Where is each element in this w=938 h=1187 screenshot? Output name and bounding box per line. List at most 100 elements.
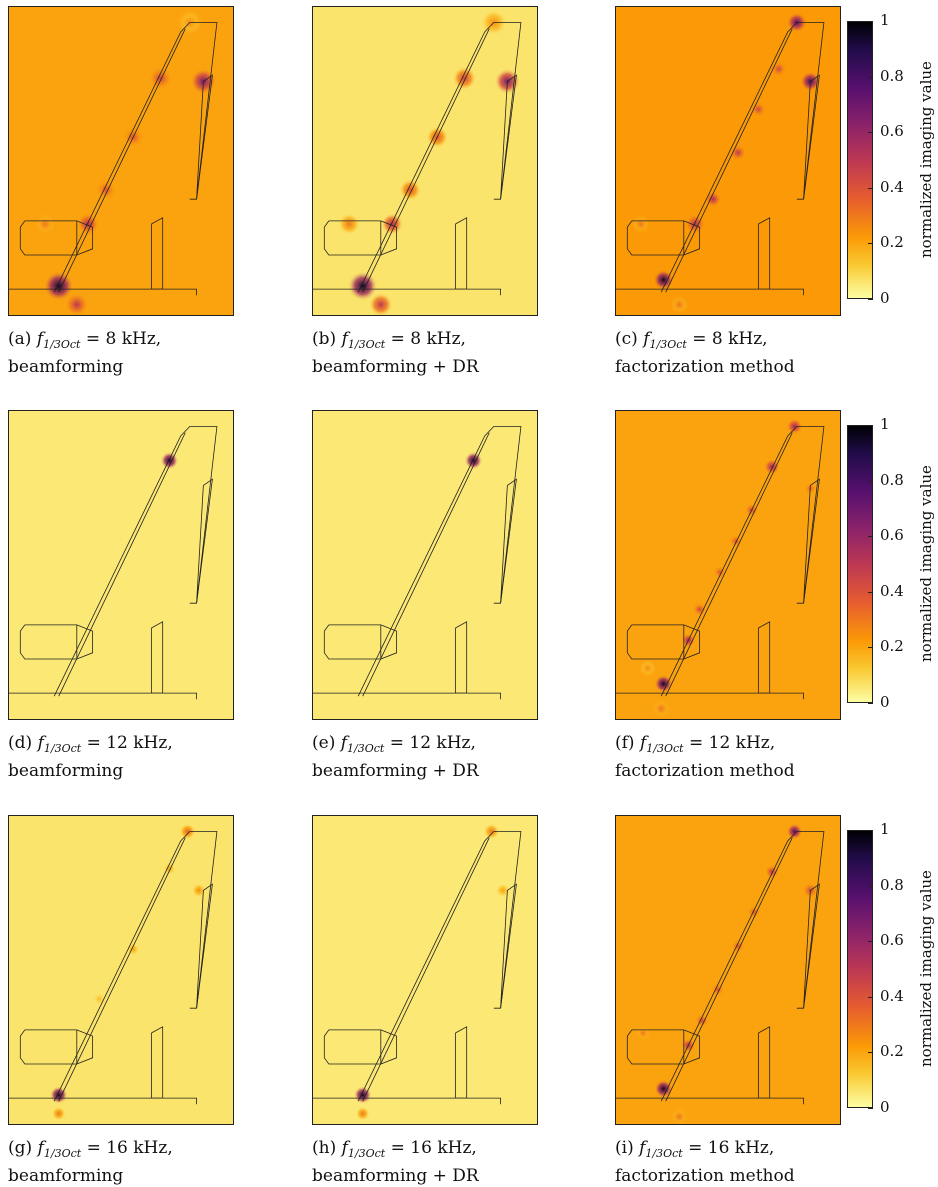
mast-outline — [189, 478, 213, 604]
caption-letter: (f) — [615, 733, 640, 753]
colorbar-tick-mark — [868, 187, 873, 189]
caption-letter: (e) — [312, 733, 341, 753]
source-hotspot — [669, 294, 690, 315]
caption-method: factorization method — [615, 761, 795, 781]
heatmap-panel — [8, 410, 234, 720]
source-hotspot — [51, 1106, 66, 1121]
colorbar-tick-mark — [868, 299, 873, 300]
source-hotspot — [685, 214, 706, 234]
mast-outline — [189, 74, 213, 200]
colorbar-tick-label: 0.6 — [880, 931, 904, 950]
tower-outline — [660, 831, 825, 1102]
column-outline — [150, 217, 164, 290]
panel-caption: (e) f1/3Oct = 12 kHz, beamforming + DR — [312, 732, 479, 782]
colorbar-tick-label: 0.2 — [880, 233, 904, 252]
heatmap-panel — [312, 815, 538, 1125]
colorbar-tick-label: 0.2 — [880, 1042, 904, 1061]
heatmap-panel — [312, 6, 538, 316]
caption-subscript: 1/3Oct — [43, 338, 81, 351]
colorbar — [847, 21, 873, 299]
colorbar-tick-mark — [868, 941, 873, 943]
heatmap-background — [9, 816, 233, 1124]
ground-line — [616, 1097, 804, 1105]
caption-method: factorization method — [615, 357, 795, 377]
source-hotspot — [148, 66, 173, 91]
caption-letter: (b) — [312, 329, 342, 349]
source-hotspot — [95, 178, 118, 201]
caption-subscript: 1/3Oct — [347, 742, 385, 755]
heatmap-panel — [8, 6, 234, 316]
caption-letter: (c) — [615, 329, 644, 349]
caption-symbol: f — [639, 1138, 646, 1158]
caption-frequency: = 16 kHz, — [682, 1138, 775, 1158]
source-hotspot — [464, 451, 483, 470]
ground-line — [313, 692, 501, 700]
heatmap-background — [9, 411, 233, 719]
caption-letter: (g) — [8, 1138, 38, 1158]
source-hotspot — [635, 1025, 652, 1041]
caption-method: beamforming + DR — [312, 1166, 479, 1186]
tower-edge — [58, 837, 186, 1102]
heatmap-background — [313, 7, 537, 315]
panel-caption: (h) f1/3Oct = 16 kHz, beamforming + DR — [312, 1137, 479, 1187]
caption-subscript: 1/3Oct — [43, 1147, 82, 1160]
source-hotspot — [160, 451, 179, 470]
caption-frequency: = 16 kHz, — [385, 1138, 477, 1158]
caption-symbol: f — [340, 733, 348, 753]
source-hotspot — [338, 213, 361, 235]
mast-outline — [493, 478, 517, 604]
source-hotspot — [746, 905, 761, 920]
source-hotspot — [163, 862, 176, 875]
caption-method: beamforming + DR — [312, 357, 479, 377]
colorbar-label: normalized imaging value — [917, 870, 935, 1067]
mast-outline — [189, 883, 213, 1009]
colorbar-tick-mark — [868, 996, 873, 998]
tower-outline — [660, 426, 825, 697]
colorbar-tick-mark — [868, 591, 873, 593]
colorbar-tick-mark — [868, 647, 873, 649]
tower-outline — [53, 22, 218, 293]
colorbar — [847, 830, 873, 1108]
source-hotspot — [728, 534, 743, 549]
panel-caption: (g) f1/3Oct = 16 kHz, beamforming — [8, 1137, 173, 1187]
colorbar-tick-mark — [868, 132, 873, 134]
caption-method: beamforming — [8, 761, 124, 781]
heatmap-background — [313, 816, 537, 1124]
caption-symbol: f — [341, 1138, 348, 1158]
heatmap-background — [313, 411, 537, 719]
tower-outline — [660, 22, 825, 293]
mast-outline — [796, 883, 820, 1009]
colorbar-tick-mark — [868, 885, 873, 887]
heatmap-panel — [615, 815, 841, 1125]
source-hotspot — [353, 1086, 372, 1104]
caption-symbol: f — [643, 329, 650, 349]
colorbar-tick-label: 0.6 — [880, 526, 904, 545]
tower-outline — [357, 22, 522, 293]
tower-outline — [53, 426, 218, 697]
caption-symbol: f — [37, 733, 44, 753]
mast-outline — [796, 478, 820, 604]
colorbar-tick-mark — [868, 425, 873, 426]
heatmap-panel — [8, 815, 234, 1125]
source-hotspot — [43, 271, 74, 301]
panel-caption: (d) f1/3Oct = 12 kHz, beamforming — [8, 732, 173, 782]
source-hotspot — [651, 698, 672, 719]
caption-frequency: = 8 kHz, — [80, 329, 162, 349]
ground-line — [9, 692, 197, 700]
caption-letter: (i) — [615, 1138, 640, 1158]
caption-subscript: 1/3Oct — [43, 742, 82, 755]
ground-line — [313, 1097, 501, 1105]
caption-frequency: = 12 kHz, — [683, 733, 776, 753]
source-hotspot — [638, 659, 657, 678]
colorbar-tick-label: 1 — [880, 820, 890, 838]
caption-frequency: = 12 kHz, — [81, 733, 173, 753]
colorbar-tick-label: 1 — [880, 415, 890, 433]
source-hotspot — [64, 292, 89, 315]
caption-method: beamforming — [8, 1166, 124, 1186]
source-hotspot — [452, 66, 477, 91]
caption-method: beamforming — [8, 357, 124, 377]
heatmap-panel — [312, 410, 538, 720]
colorbar-tick-label: 0.8 — [880, 66, 904, 85]
tower-edge — [362, 28, 490, 293]
caption-symbol: f — [36, 329, 44, 349]
